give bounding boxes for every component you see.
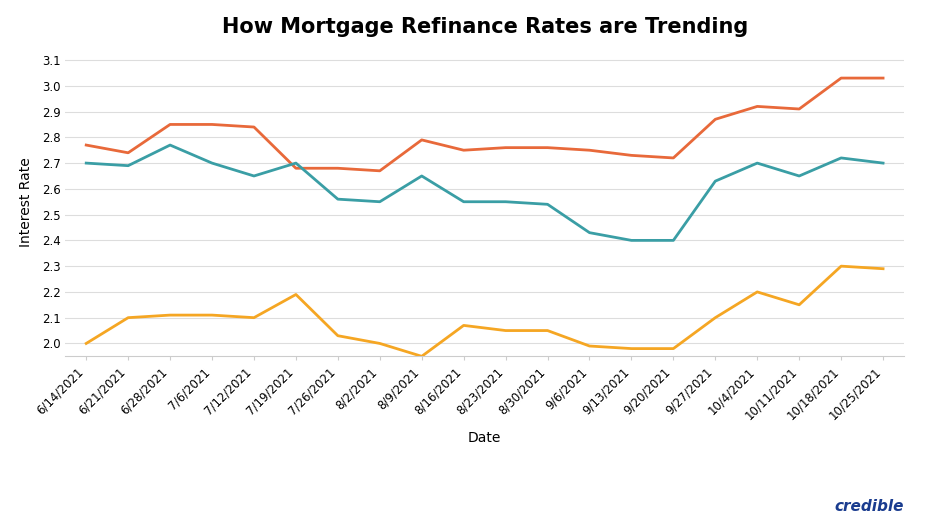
20-year-fixed — [583, 230, 596, 236]
15-year-fixed — [416, 353, 427, 359]
15-year-fixed — [667, 345, 678, 352]
20-year-fixed — [248, 173, 259, 179]
15-year-fixed — [541, 328, 553, 334]
Line: 15-year-fixed: 15-year-fixed — [87, 266, 883, 356]
15-year-fixed — [207, 312, 218, 318]
30-year fixed — [583, 147, 596, 154]
30-year fixed — [710, 116, 721, 123]
20-year-fixed — [333, 196, 344, 202]
20-year-fixed — [207, 160, 218, 166]
15-year-fixed — [877, 266, 888, 272]
15-year-fixed — [794, 302, 805, 308]
20-year-fixed — [710, 178, 721, 184]
20-year-fixed — [794, 173, 805, 179]
Line: 30-year fixed: 30-year fixed — [87, 78, 883, 171]
15-year-fixed — [710, 314, 721, 321]
15-year-fixed — [164, 312, 175, 318]
20-year-fixed — [290, 160, 301, 166]
20-year-fixed — [164, 142, 175, 148]
30-year fixed — [290, 165, 301, 171]
15-year-fixed — [835, 263, 846, 269]
30-year fixed — [541, 145, 553, 151]
15-year-fixed — [81, 340, 92, 346]
30-year fixed — [458, 147, 469, 154]
15-year-fixed — [583, 343, 596, 349]
15-year-fixed — [333, 333, 344, 339]
20-year-fixed — [835, 155, 846, 161]
15-year-fixed — [751, 289, 762, 295]
20-year-fixed — [667, 237, 678, 244]
20-year-fixed — [541, 201, 553, 208]
30-year fixed — [877, 75, 888, 81]
30-year fixed — [416, 137, 427, 143]
15-year-fixed — [458, 322, 469, 329]
20-year-fixed — [500, 199, 511, 205]
30-year fixed — [207, 121, 218, 127]
30-year fixed — [667, 155, 678, 161]
20-year-fixed — [877, 160, 888, 166]
X-axis label: Date: Date — [468, 431, 501, 445]
15-year-fixed — [248, 314, 259, 321]
Line: 20-year-fixed: 20-year-fixed — [87, 145, 883, 241]
30-year fixed — [794, 106, 805, 112]
Y-axis label: Interest Rate: Interest Rate — [20, 157, 34, 247]
15-year-fixed — [500, 328, 511, 334]
Text: credible: credible — [834, 498, 904, 514]
20-year-fixed — [416, 173, 427, 179]
15-year-fixed — [123, 314, 134, 321]
30-year fixed — [123, 150, 134, 156]
30-year fixed — [374, 168, 386, 174]
20-year-fixed — [626, 237, 637, 244]
20-year-fixed — [81, 160, 92, 166]
20-year-fixed — [123, 162, 134, 169]
30-year fixed — [248, 124, 259, 130]
Title: How Mortgage Refinance Rates are Trending: How Mortgage Refinance Rates are Trendin… — [222, 17, 747, 37]
15-year-fixed — [374, 340, 386, 346]
20-year-fixed — [374, 199, 386, 205]
15-year-fixed — [290, 291, 301, 298]
30-year fixed — [81, 142, 92, 148]
30-year fixed — [500, 145, 511, 151]
30-year fixed — [164, 121, 175, 127]
30-year fixed — [626, 152, 637, 158]
30-year fixed — [333, 165, 344, 171]
20-year-fixed — [458, 199, 469, 205]
30-year fixed — [751, 103, 762, 110]
15-year-fixed — [626, 345, 637, 352]
30-year fixed — [835, 75, 846, 81]
20-year-fixed — [751, 160, 762, 166]
